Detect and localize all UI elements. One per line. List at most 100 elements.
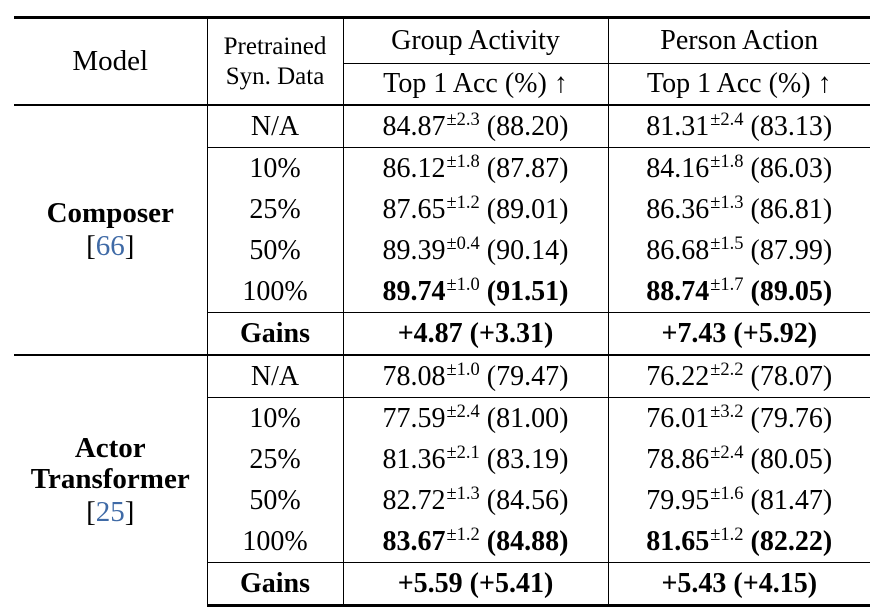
best-value: (90.14) (486, 234, 569, 266)
person-action-cell: 81.31±2.4 (83.13) (607, 104, 870, 148)
gains-label: Gains (206, 562, 343, 607)
pretrained-data-cell: 50% (206, 480, 343, 521)
group-activity-cell: 89.74±1.0 (91.51) (342, 271, 608, 313)
pretrained-data-cell: 100% (206, 271, 343, 313)
std-value: ±1.0 (446, 274, 480, 295)
mean-value: 81.31 (646, 110, 710, 142)
table-row: 100% 83.67±1.2 (84.88) 81.65±1.2 (82.22) (14, 521, 870, 563)
mean-value: 89.74 (382, 275, 446, 307)
pretrained-data-cell: 10% (206, 147, 343, 189)
mean-value: 79.95 (646, 484, 710, 516)
std-value: ±1.8 (446, 151, 480, 172)
group-activity-cell: 87.65±1.2 (89.01) (342, 189, 608, 230)
table-row: 10% 86.12±1.8 (87.87) 84.16±1.8 (86.03) (14, 147, 870, 189)
mean-value: 77.59 (382, 402, 446, 434)
table-row: 10% 77.59±2.4 (81.00) 76.01±3.2 (79.76) (14, 397, 870, 439)
person-action-cell: 81.65±1.2 (82.22) (607, 521, 870, 563)
mean-value: 76.22 (646, 360, 710, 392)
std-value: ±0.4 (446, 233, 480, 254)
group-activity-cell: 89.39±0.4 (90.14) (342, 230, 608, 271)
pretrained-data-cell: 25% (206, 189, 343, 230)
best-value: (78.07) (750, 360, 833, 392)
group-activity-cell: 86.12±1.8 (87.87) (342, 147, 608, 189)
gains-group-activity: +5.59 (+5.41) (342, 562, 608, 607)
std-value: ±2.1 (446, 442, 480, 463)
header-syn-data: Syn. Data (225, 62, 325, 90)
mean-value: 89.39 (382, 234, 446, 266)
model-name-cell: Actor Transformer [25] (14, 354, 207, 606)
std-value: ±1.3 (710, 192, 744, 213)
best-value: (80.05) (750, 443, 833, 475)
person-action-cell: 88.74±1.7 (89.05) (607, 271, 870, 313)
best-value: (82.22) (750, 525, 833, 557)
mean-value: 81.36 (382, 443, 446, 475)
header-metric-group-activity: Top 1 Acc (%) ↑ (342, 63, 608, 105)
model-name-cell: Composer [66] (14, 104, 207, 355)
pretrained-data-cell: 25% (206, 439, 343, 480)
model-citation: [66] (86, 230, 135, 262)
model-citation: [25] (86, 496, 135, 529)
mean-value: 86.12 (382, 152, 446, 184)
table-row: 50% 89.39±0.4 (90.14) 86.68±1.5 (87.99) (14, 230, 870, 271)
results-table: Model Pretrained Syn. Data Group Activit… (14, 16, 870, 607)
person-action-cell: 86.68±1.5 (87.99) (607, 230, 870, 271)
table-row: 25% 87.65±1.2 (89.01) 86.36±1.3 (86.81) (14, 189, 870, 230)
person-action-cell: 78.86±2.4 (80.05) (607, 439, 870, 480)
group-activity-cell: 81.36±2.1 (83.19) (342, 439, 608, 480)
std-value: ±2.2 (710, 359, 744, 380)
best-value: (87.99) (750, 234, 833, 266)
best-value: (79.76) (750, 402, 833, 434)
std-value: ±1.3 (446, 483, 480, 504)
table-row: 50% 82.72±1.3 (84.56) 79.95±1.6 (81.47) (14, 480, 870, 521)
gains-group-activity: +4.87 (+3.31) (342, 312, 608, 355)
header-model: Model (14, 16, 207, 105)
std-value: ±1.2 (446, 524, 480, 545)
best-value: (84.56) (486, 484, 569, 516)
pretrained-data-cell: 50% (206, 230, 343, 271)
best-value: (83.19) (486, 443, 569, 475)
header-row-2: Top 1 Acc (%) ↑ Top 1 Acc (%) ↑ (14, 63, 870, 105)
model-name: Actor (74, 432, 146, 465)
group-activity-cell: 78.08±1.0 (79.47) (342, 354, 608, 398)
group-activity-cell: 82.72±1.3 (84.56) (342, 480, 608, 521)
citation-link[interactable]: 25 (95, 496, 125, 529)
gains-row: Gains +5.59 (+5.41) +5.43 (+4.15) (14, 562, 870, 607)
gains-person-action: +7.43 (+5.92) (607, 312, 870, 355)
best-value: (86.03) (750, 152, 833, 184)
std-value: ±1.2 (446, 192, 480, 213)
person-action-cell: 76.22±2.2 (78.07) (607, 354, 870, 398)
best-value: (83.13) (750, 110, 833, 142)
mean-value: 88.74 (646, 275, 710, 307)
table-body: Model Pretrained Syn. Data Group Activit… (14, 16, 870, 607)
gains-label: Gains (206, 312, 343, 355)
gains-row: Gains +4.87 (+3.31) +7.43 (+5.92) (14, 312, 870, 355)
best-value: (89.05) (750, 275, 833, 307)
best-value: (88.20) (486, 110, 569, 142)
std-value: ±1.8 (710, 151, 744, 172)
std-value: ±2.4 (710, 442, 744, 463)
best-value: (81.00) (486, 402, 569, 434)
pretrained-data-cell: N/A (206, 354, 343, 398)
header-pretrained: Pretrained (223, 32, 327, 60)
std-value: ±3.2 (710, 401, 744, 422)
best-value: (81.47) (750, 484, 833, 516)
citation-link[interactable]: 66 (95, 230, 125, 262)
group-activity-cell: 83.67±1.2 (84.88) (342, 521, 608, 563)
person-action-cell: 84.16±1.8 (86.03) (607, 147, 870, 189)
std-value: ±1.2 (710, 524, 744, 545)
mean-value: 87.65 (382, 193, 446, 225)
best-value: (87.87) (486, 152, 569, 184)
std-value: ±1.6 (710, 483, 744, 504)
best-value: (91.51) (486, 275, 569, 307)
pretrained-data-cell: N/A (206, 104, 343, 148)
group-activity-cell: 84.87±2.3 (88.20) (342, 104, 608, 148)
best-value: (89.01) (486, 193, 569, 225)
table-row: 100% 89.74±1.0 (91.51) 88.74±1.7 (89.05) (14, 271, 870, 313)
model-name: Transformer (30, 463, 190, 496)
std-value: ±2.4 (710, 109, 744, 130)
mean-value: 86.36 (646, 193, 710, 225)
std-value: ±1.5 (710, 233, 744, 254)
best-value: (79.47) (486, 360, 569, 392)
person-action-cell: 79.95±1.6 (81.47) (607, 480, 870, 521)
header-metric-person-action: Top 1 Acc (%) ↑ (607, 63, 870, 105)
